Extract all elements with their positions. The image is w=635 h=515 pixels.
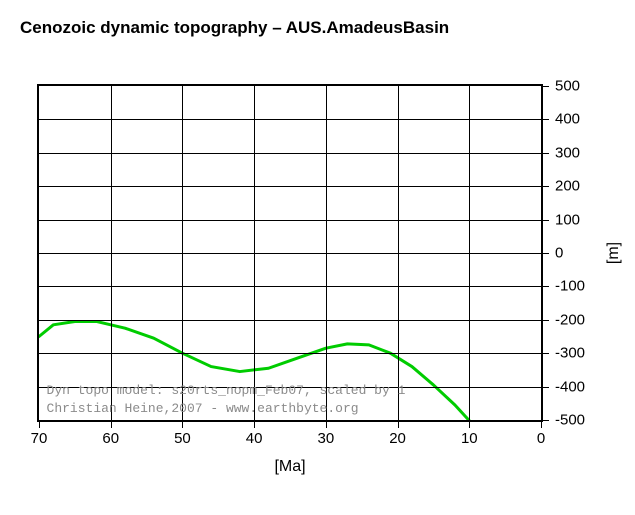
x-tick-label: 20 — [389, 430, 406, 447]
x-tick-label: 60 — [102, 430, 119, 447]
x-tick — [326, 420, 327, 428]
y-tick-label: 500 — [555, 78, 580, 95]
y-tick — [541, 119, 549, 120]
x-axis-title: [Ma] — [274, 458, 305, 476]
y-axis-title: [m] — [605, 242, 623, 264]
y-tick — [541, 420, 549, 421]
plot-area: 706050403020100-500-400-300-200-10001002… — [37, 84, 543, 422]
y-tick-label: -100 — [555, 278, 585, 295]
chart-frame: Cenozoic dynamic topography – AUS.Amadeu… — [0, 0, 635, 515]
x-tick — [182, 420, 183, 428]
y-tick — [541, 387, 549, 388]
gridline-horizontal — [39, 220, 541, 221]
y-tick — [541, 186, 549, 187]
chart-title: Cenozoic dynamic topography – AUS.Amadeu… — [20, 18, 449, 38]
y-tick-label: -400 — [555, 378, 585, 395]
x-tick-label: 30 — [318, 430, 335, 447]
y-tick-label: 400 — [555, 111, 580, 128]
y-tick-label: -200 — [555, 311, 585, 328]
gridline-horizontal — [39, 320, 541, 321]
x-tick-label: 40 — [246, 430, 263, 447]
y-tick-label: -500 — [555, 412, 585, 429]
x-tick — [254, 420, 255, 428]
x-tick-label: 10 — [461, 430, 478, 447]
x-tick — [469, 420, 470, 428]
y-tick — [541, 320, 549, 321]
y-tick-label: -300 — [555, 345, 585, 362]
x-tick — [39, 420, 40, 428]
y-tick-label: 100 — [555, 211, 580, 228]
y-tick — [541, 86, 549, 87]
y-tick — [541, 286, 549, 287]
x-tick — [541, 420, 542, 428]
y-tick-label: 200 — [555, 178, 580, 195]
x-tick — [398, 420, 399, 428]
y-tick-label: 0 — [555, 245, 563, 262]
y-tick — [541, 153, 549, 154]
x-tick — [111, 420, 112, 428]
x-tick-label: 70 — [31, 430, 48, 447]
x-tick-label: 50 — [174, 430, 191, 447]
gridline-horizontal — [39, 353, 541, 354]
y-tick — [541, 353, 549, 354]
gridline-horizontal — [39, 119, 541, 120]
gridline-horizontal — [39, 286, 541, 287]
y-tick-label: 300 — [555, 144, 580, 161]
x-tick-label: 0 — [537, 430, 545, 447]
chart-annotation: Dyn topo model: s20rts_nopm_Feb07, scale… — [47, 382, 406, 400]
gridline-horizontal — [39, 186, 541, 187]
gridline-horizontal — [39, 253, 541, 254]
y-tick — [541, 220, 549, 221]
gridline-horizontal — [39, 153, 541, 154]
y-tick — [541, 253, 549, 254]
chart-annotation: Christian Heine,2007 - www.earthbyte.org — [47, 400, 359, 418]
